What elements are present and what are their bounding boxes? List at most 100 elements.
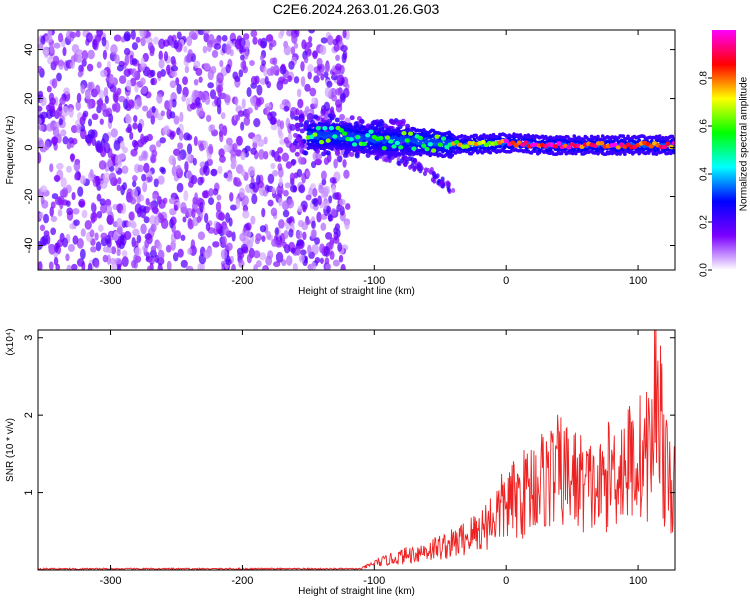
heatmap-cell [320,108,326,116]
heatmap-cell [314,159,322,166]
heatmap-cell [132,122,138,130]
heatmap-cell [272,64,280,76]
heatmap-cell [339,198,346,206]
heatmap-cell [343,169,350,179]
heatmap-cell [82,110,89,118]
heatmap-cell [156,93,163,104]
heatmap-cell [215,201,222,212]
heatmap-cell [301,39,307,50]
heatmap-cell [311,229,317,239]
heatmap-cell [213,43,222,50]
heatmap-cell [215,221,221,230]
heatmap-cell [262,265,268,270]
heatmap-cell [150,78,155,86]
heatmap-cell [39,185,48,193]
heatmap-cell [237,110,245,117]
heatmap-cell [599,140,605,146]
heatmap-cell [76,258,85,267]
heatmap-cell [140,36,146,47]
heatmap-cell [76,238,84,249]
heatmap-cell [373,120,379,126]
heatmap-cell [100,69,108,78]
heatmap-cell [125,127,133,134]
heatmap-cell [236,135,243,146]
heatmap-cell [112,91,119,103]
heatmap-cell [398,152,402,156]
heatmap-cell [329,250,335,260]
heatmap-cell [157,175,165,185]
heatmap-cell [334,192,342,201]
heatmap-cell [163,51,169,62]
heatmap-cell [186,143,193,155]
heatmap-cell [212,188,219,196]
heatmap-cell [389,119,395,125]
heatmap-cell [433,142,437,147]
line-frame [37,329,676,571]
heatmap-cell [250,147,257,155]
heatmap-cell [334,151,340,157]
heatmap-cell [186,134,193,141]
heatmap-cell [72,208,80,215]
heatmap-cell [60,177,67,188]
heatmap-cell [328,195,333,204]
heatmap-cell [285,161,292,169]
heatmap-cell [572,148,577,152]
x-axis-label: Height of straight line (km) [298,286,415,297]
heatmap-cell [57,195,65,205]
heatmap-cell [309,87,317,97]
heatmap-cell [320,37,328,44]
heatmap-cell [38,139,45,150]
heatmap-cell [45,34,53,44]
heatmap-cell [381,145,387,151]
heatmap-cell [307,64,314,73]
heatmap-cell [270,123,278,131]
heatmap-cell [668,144,674,150]
heatmap-cell [410,156,415,162]
heatmap-cell [365,133,371,138]
heatmap-cell [322,125,328,131]
heatmap-cell [220,112,226,120]
heatmap-cell [185,265,194,270]
heatmap-cell [38,123,45,132]
heatmap-cell [46,85,52,93]
heatmap-cell [194,192,199,204]
heatmap-cell [414,163,419,169]
heatmap-cell [99,118,104,125]
heatmap-cell [61,187,69,198]
heatmap-cell [182,216,187,223]
heatmap-cell [221,235,227,247]
heatmap-cell [623,152,627,157]
heatmap-cell [211,49,219,58]
x-tick-label: -200 [231,275,253,287]
heatmap-cell [320,73,325,81]
heatmap-cell [158,38,166,50]
heatmap-cell [240,151,246,161]
heatmap-cell [222,125,228,136]
heatmap-cell [171,70,178,78]
heatmap-cell [283,105,290,112]
heatmap-cell [286,217,293,224]
heatmap-cell [523,140,529,145]
heatmap-cell [158,50,163,61]
heatmap-cell [438,181,443,187]
heatmap-cell [52,55,60,66]
heatmap-cell [49,43,54,54]
heatmap-cell [240,243,248,253]
heatmap-cell [126,79,132,91]
heatmap-cell [329,177,337,184]
colorbar-layer: 0.0 0.2 0.4 0.6 0.8 Normalized spectral ampli… [699,30,750,277]
heatmap-cell [355,124,360,128]
heatmap-cell [166,64,171,76]
heatmap-cell [219,59,224,68]
heatmap-cell [123,47,131,56]
heatmap-cell [203,32,210,43]
heatmap-cell [150,245,157,253]
heatmap-cell [106,214,113,225]
heatmap-cell [165,244,172,253]
heatmap-cell [128,211,135,222]
heatmap-cell [261,207,266,218]
heatmap-cell [162,126,170,135]
heatmap-cell [313,114,319,120]
heatmap-cell [282,78,289,85]
